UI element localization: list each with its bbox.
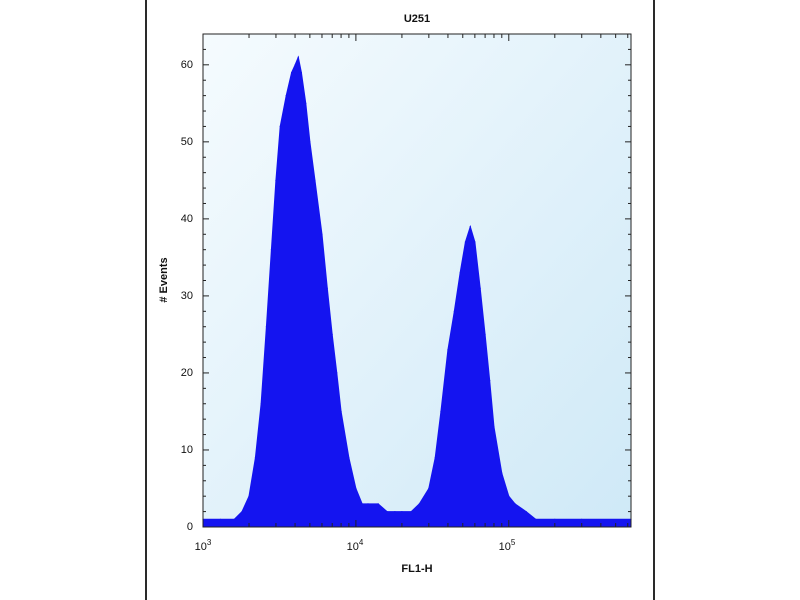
data-point xyxy=(314,180,315,181)
y-tick-label-20: 20 xyxy=(181,367,193,379)
data-point xyxy=(394,511,395,512)
data-point xyxy=(261,403,262,404)
x-axis-label: FL1-H xyxy=(401,563,432,575)
data-point xyxy=(440,411,441,412)
data-point xyxy=(535,519,536,520)
data-point xyxy=(248,496,249,497)
data-point xyxy=(309,141,310,142)
data-point xyxy=(485,334,486,335)
data-point xyxy=(411,511,412,512)
data-point xyxy=(428,488,429,489)
data-point xyxy=(291,72,292,73)
x-tick-label-1e5: 105 xyxy=(499,538,516,553)
x-tick-labels: 103 104 105 xyxy=(195,538,516,553)
data-point xyxy=(266,326,267,327)
data-point xyxy=(295,64,296,65)
data-point xyxy=(255,457,256,458)
data-point xyxy=(280,126,281,127)
data-point xyxy=(355,488,356,489)
data-point xyxy=(241,511,242,512)
data-point xyxy=(508,496,509,497)
chart-title: U251 xyxy=(404,13,430,25)
y-tick-label-0: 0 xyxy=(187,521,193,533)
data-point xyxy=(493,426,494,427)
data-point xyxy=(489,380,490,381)
y-tick-label-50: 50 xyxy=(181,136,193,148)
data-point xyxy=(526,511,527,512)
data-point xyxy=(341,411,342,412)
data-point xyxy=(271,249,272,250)
y-tick-label-40: 40 xyxy=(181,213,193,225)
data-point xyxy=(419,503,420,504)
y-tick-label-30: 30 xyxy=(181,290,193,302)
data-point xyxy=(234,519,235,520)
y-axis-label: # Events xyxy=(158,257,170,302)
data-point xyxy=(435,457,436,458)
y-tick-label-10: 10 xyxy=(181,444,193,456)
data-point xyxy=(301,72,302,73)
y-tick-label-60: 60 xyxy=(181,59,193,71)
x-tick-label-1e3: 103 xyxy=(195,538,212,553)
y-tick-labels: 0 10 20 30 40 50 60 xyxy=(181,59,193,533)
data-point xyxy=(515,503,516,504)
data-point xyxy=(387,511,388,512)
data-point xyxy=(220,519,221,520)
data-point xyxy=(367,503,368,504)
data-point xyxy=(474,241,475,242)
data-point xyxy=(332,334,333,335)
data-point xyxy=(460,272,461,273)
data-point xyxy=(275,180,276,181)
data-point xyxy=(554,519,555,520)
data-point xyxy=(465,241,466,242)
data-point xyxy=(501,473,502,474)
data-point xyxy=(321,234,322,235)
data-point xyxy=(348,457,349,458)
data-point xyxy=(305,103,306,104)
data-point xyxy=(378,503,379,504)
data-point xyxy=(286,95,287,96)
data-point xyxy=(581,519,582,520)
data-point xyxy=(327,288,328,289)
data-point xyxy=(470,226,471,227)
data-point xyxy=(336,372,337,373)
data-point xyxy=(454,311,455,312)
data-point xyxy=(480,288,481,289)
data-point xyxy=(401,511,402,512)
data-point xyxy=(362,503,363,504)
data-point xyxy=(447,349,448,350)
data-point xyxy=(298,57,299,58)
x-tick-label-1e4: 104 xyxy=(347,538,364,553)
